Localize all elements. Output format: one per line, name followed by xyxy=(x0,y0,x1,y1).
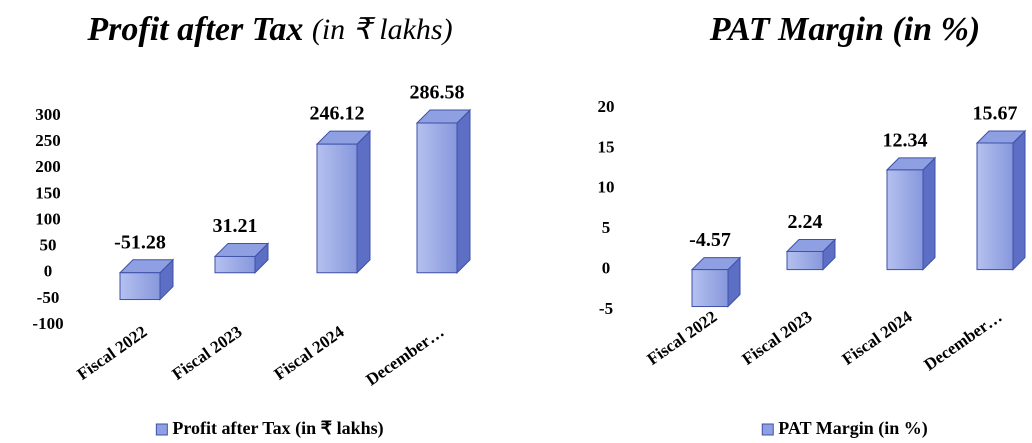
bar-side xyxy=(922,156,936,271)
y-tick-label: 100 xyxy=(35,209,61,228)
data-label: -51.28 xyxy=(114,231,166,253)
data-label: 12.34 xyxy=(883,129,928,151)
bar-side xyxy=(356,129,371,274)
legend-label: Profit after Tax (in ₹ lakhs) xyxy=(172,418,383,439)
bar xyxy=(786,251,824,271)
legend-swatch xyxy=(761,423,774,436)
y-tick-label: 0 xyxy=(602,259,611,278)
title-unit: (in ₹ lakhs) xyxy=(312,13,453,46)
x-tick-label: Fiscal 2024 xyxy=(270,322,347,384)
y-tick-label: 15 xyxy=(598,137,615,156)
legend-swatch xyxy=(155,423,168,436)
data-label: 286.58 xyxy=(410,82,465,104)
data-label: 15.67 xyxy=(973,103,1018,125)
x-tick-label: December… xyxy=(920,307,1005,375)
y-tick-label: 300 xyxy=(35,105,61,124)
x-tick-label: Fiscal 2023 xyxy=(168,322,245,384)
x-tick-label: December… xyxy=(362,322,447,390)
bar xyxy=(214,255,256,274)
x-tick-label: Fiscal 2024 xyxy=(838,307,915,369)
y-tick-label: 0 xyxy=(44,262,53,281)
y-tick-label: 150 xyxy=(35,183,61,202)
legend: PAT Margin (in %) xyxy=(761,418,928,439)
x-tick-label: Fiscal 2022 xyxy=(643,307,720,369)
x-tick-label: Fiscal 2022 xyxy=(73,322,150,384)
y-tick-label: 10 xyxy=(598,178,615,197)
bar xyxy=(416,122,458,274)
bar-side xyxy=(1012,129,1026,271)
chart-title: Profit after Tax (in ₹ lakhs) xyxy=(86,11,452,48)
title-main: Profit after Tax xyxy=(86,11,303,48)
bar-side xyxy=(456,108,471,274)
legend: Profit after Tax (in ₹ lakhs) xyxy=(155,418,384,439)
y-tick-label: -50 xyxy=(37,288,60,307)
y-tick-label: -5 xyxy=(599,299,613,318)
x-tick-label: Fiscal 2023 xyxy=(738,307,815,369)
y-tick-label: 200 xyxy=(35,157,61,176)
data-label: 246.12 xyxy=(310,103,365,125)
y-tick-label: -100 xyxy=(32,314,63,333)
y-tick-label: 250 xyxy=(35,131,61,150)
data-label: -4.57 xyxy=(689,229,731,251)
y-tick-label: 5 xyxy=(602,218,611,237)
bar xyxy=(316,143,358,274)
bar xyxy=(119,272,161,301)
bar xyxy=(976,142,1014,271)
legend-label: PAT Margin (in %) xyxy=(778,418,928,439)
bar xyxy=(886,169,924,271)
bar xyxy=(691,269,729,308)
data-label: 2.24 xyxy=(788,211,823,233)
data-label: 31.21 xyxy=(213,215,258,237)
y-tick-label: 20 xyxy=(598,97,615,116)
chart-title: PAT Margin (in %) xyxy=(709,11,980,48)
y-tick-label: 50 xyxy=(40,236,57,255)
